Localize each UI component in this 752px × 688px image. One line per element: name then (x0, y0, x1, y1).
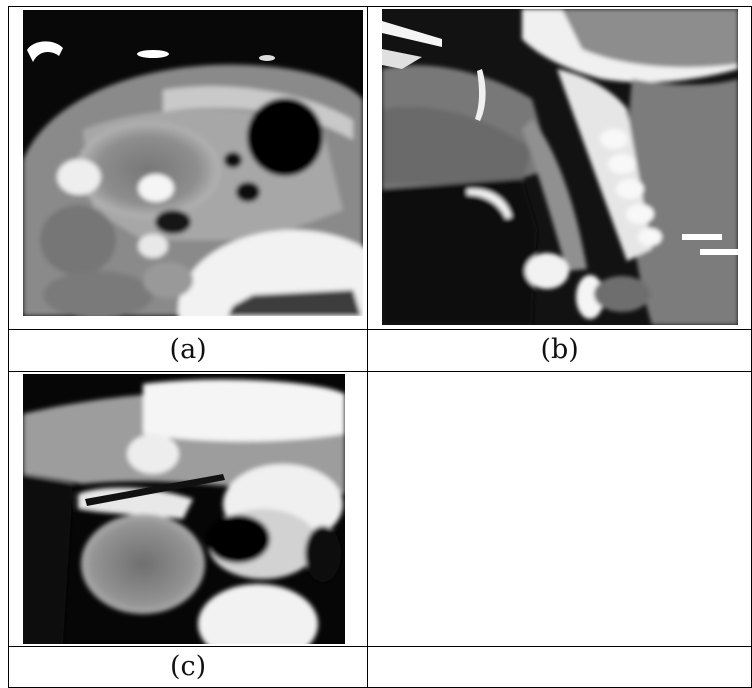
caption-c: (c) (7, 646, 369, 688)
empty-cell (367, 371, 752, 647)
panel-c-image (23, 374, 367, 644)
panel-a-cell (7, 6, 369, 330)
panel-b-image (382, 9, 751, 325)
empty-caption-cell (367, 646, 752, 688)
caption-a: (a) (7, 329, 369, 372)
panel-a-image (23, 10, 367, 316)
panel-b-cell (367, 6, 752, 330)
caption-b: (b) (367, 329, 752, 372)
panel-c-cell (7, 371, 369, 647)
figure-table: (a) (b) (7, 6, 752, 688)
